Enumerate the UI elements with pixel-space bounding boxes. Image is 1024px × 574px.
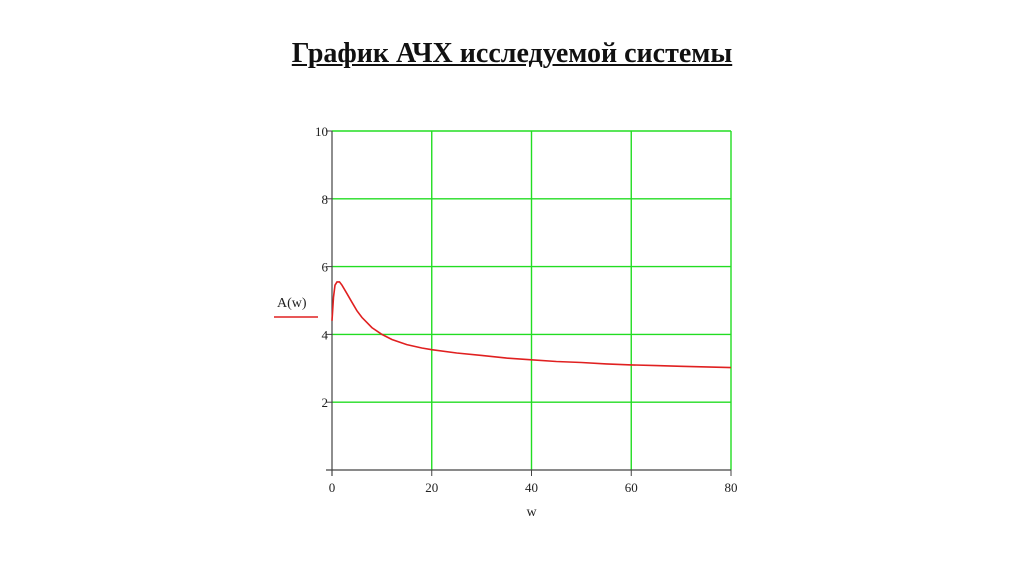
grid: [332, 130, 732, 470]
x-axis-label: w: [526, 505, 537, 520]
x-tick-label: 20: [425, 480, 438, 495]
y-tick-label: 6: [322, 260, 329, 275]
series-line-a-w: [331, 281, 732, 369]
x-tick-label: 80: [725, 480, 738, 495]
y-tick-label: 8: [322, 192, 329, 207]
y-tick-label: 10: [315, 124, 328, 139]
x-tick-label: 0: [329, 480, 336, 495]
slide-title: График АЧХ исследуемой системы: [291, 38, 733, 69]
axes: [326, 131, 731, 476]
y-axis-label: A(w): [277, 296, 307, 311]
tick-labels: 0 20 40 60 80 2 4 6 8 10: [315, 124, 738, 495]
x-tick-label: 60: [625, 480, 638, 495]
x-tick-label: 40: [525, 480, 538, 495]
y-tick-label: 4: [322, 327, 329, 342]
y-tick-label: 2: [322, 395, 329, 410]
